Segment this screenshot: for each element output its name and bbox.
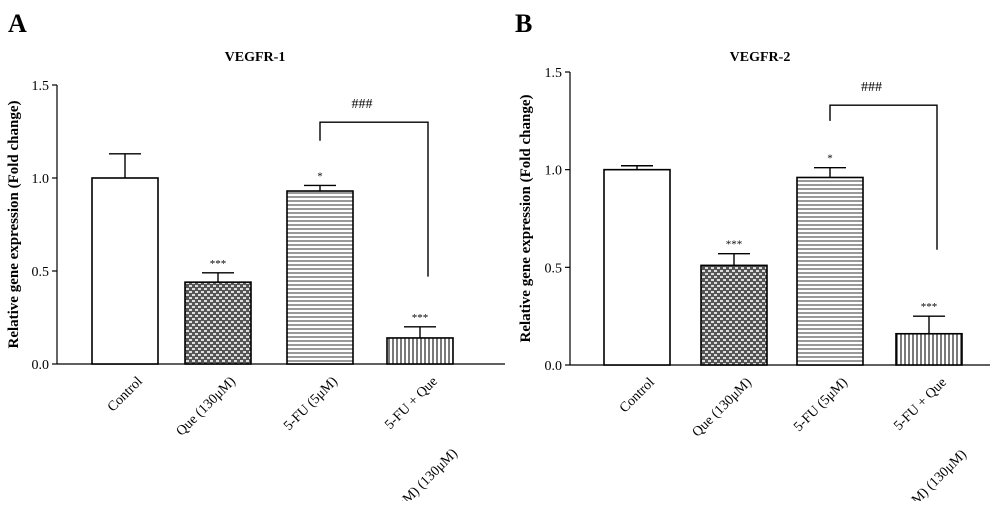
x-tick-label: 5-FU + Que bbox=[891, 375, 950, 434]
y-tick-label: 0.0 bbox=[545, 359, 563, 374]
y-axis-label: Relative gene expression (Fold change) bbox=[518, 94, 534, 342]
bar bbox=[386, 337, 454, 365]
x-tick-label: Que (130μM) bbox=[174, 374, 239, 439]
bar bbox=[603, 168, 671, 366]
chart-panel-a: A VEGFR-1 Relative gene expression (Fold c… bbox=[6, 9, 505, 506]
significance-bracket bbox=[319, 121, 429, 277]
bar bbox=[895, 332, 963, 366]
y-tick-label: 0.0 bbox=[32, 358, 50, 373]
x-tick-label: 5-FU (5μM) bbox=[281, 374, 341, 434]
y-tick-label: 1.5 bbox=[545, 66, 563, 81]
y-tick-label: 1.5 bbox=[32, 79, 50, 94]
y-tick-label: 1.0 bbox=[32, 172, 50, 187]
significance-label: *** bbox=[210, 258, 227, 270]
bracket-label: ### bbox=[352, 97, 373, 112]
panel-label: A bbox=[8, 9, 27, 38]
y-tick-label: 0.5 bbox=[32, 265, 50, 280]
y-axis-label: Relative gene expression (Fold change) bbox=[6, 100, 22, 348]
x-tick-label: Control bbox=[105, 374, 146, 415]
significance-label: *** bbox=[412, 312, 429, 324]
significance-label: *** bbox=[921, 301, 938, 313]
bar bbox=[91, 177, 159, 365]
significance-label: * bbox=[317, 170, 323, 182]
bar bbox=[184, 281, 252, 365]
x-tick-label: Control bbox=[617, 375, 658, 416]
significance-bracket bbox=[829, 104, 938, 250]
x-tick-label-second-line: (5μM) (130μM) bbox=[896, 447, 971, 501]
significance-label: *** bbox=[726, 239, 743, 251]
panel-label: B bbox=[515, 9, 532, 38]
bracket-label: ### bbox=[861, 80, 882, 95]
x-tick-label: Que (130μM) bbox=[690, 375, 755, 440]
y-tick-label: 1.0 bbox=[545, 164, 563, 179]
x-tick-label-second-line: (5μM) (130μM) bbox=[387, 446, 462, 501]
bar bbox=[700, 264, 768, 366]
y-tick-label: 0.5 bbox=[545, 261, 563, 276]
chart-panel-b: B VEGFR-2 Relative gene expression (Fold c… bbox=[515, 9, 990, 506]
bar bbox=[796, 176, 864, 366]
x-tick-label: 5-FU (5μM) bbox=[791, 375, 851, 435]
x-tick-label: 5-FU + Que bbox=[382, 374, 441, 433]
significance-label: * bbox=[827, 153, 833, 165]
chart-title: VEGFR-2 bbox=[730, 50, 791, 65]
bar bbox=[286, 190, 354, 365]
chart-title: VEGFR-1 bbox=[225, 50, 286, 65]
